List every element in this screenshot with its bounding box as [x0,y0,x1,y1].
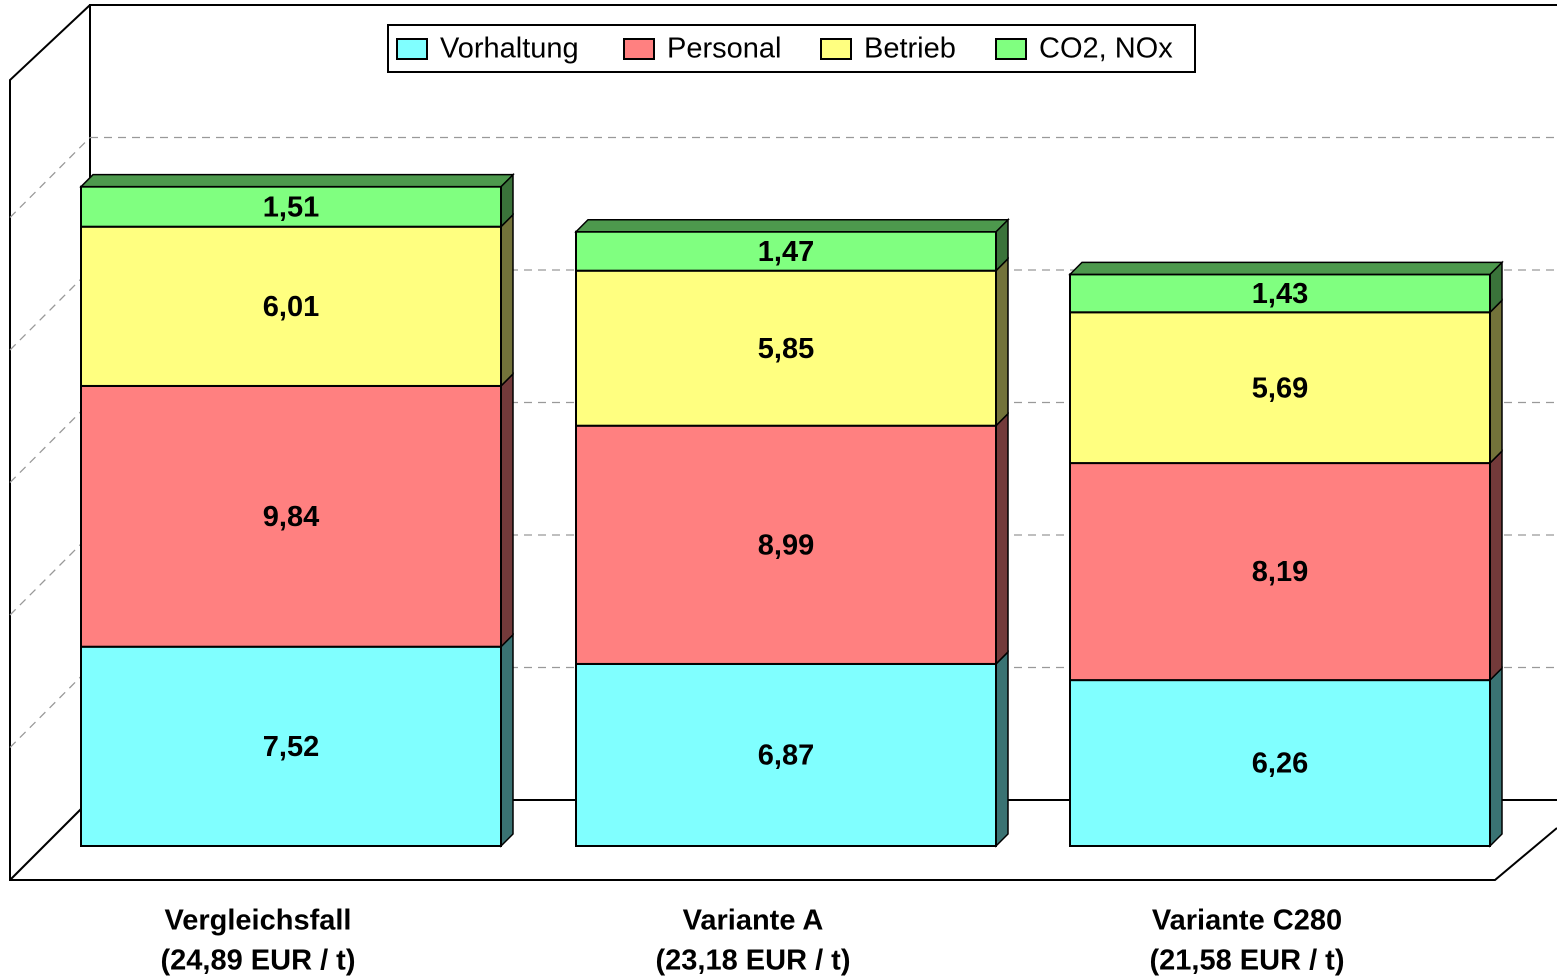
bar [80,185,502,228]
bar [1069,679,1491,847]
grid-line [9,402,91,483]
bar-side [995,256,1009,428]
grid-line [9,137,91,218]
bar [1069,273,1491,314]
data-label: 6,26 [1252,748,1308,780]
grid-line [9,269,91,351]
data-label: 5,69 [1252,372,1308,404]
bar [80,225,502,387]
bar [80,645,502,847]
bar-top [1068,261,1504,276]
x-tick-label: Vergleichsfall [165,905,352,937]
bar-side [500,632,514,848]
bar [575,662,997,847]
legend-swatch [396,38,428,60]
bar-side [1489,449,1503,682]
legend-swatch [995,38,1027,60]
data-label: 7,52 [263,731,319,763]
data-label: 8,99 [758,529,814,561]
bar [1069,311,1491,465]
bar [1069,462,1491,682]
legend-label: Betrieb [864,33,956,65]
legend-label: CO2, NOx [1039,33,1173,65]
data-label: 5,85 [758,333,814,365]
data-label: 6,01 [263,291,319,323]
x-tick-sublabel: (23,18 EUR / t) [656,945,851,977]
data-label: 1,43 [1252,278,1308,310]
bar-side [995,650,1009,848]
bar-side [995,411,1009,666]
grid-line [9,667,91,748]
data-label: 8,19 [1252,556,1308,588]
bar-side [500,372,514,649]
legend: Vorhaltung Personal Betrieb CO2, NOx [387,24,1196,73]
bar [80,384,502,648]
bar [575,424,997,665]
data-label: 6,87 [758,740,814,772]
bar-top [79,173,515,188]
data-label: 1,51 [263,191,319,223]
bar-side [1489,298,1503,465]
bar-side [500,212,514,388]
legend-label: Vorhaltung [440,33,579,65]
x-tick-sublabel: (21,58 EUR / t) [1150,945,1345,977]
bar [575,230,997,272]
bar [575,269,997,427]
data-label: 9,84 [263,501,319,533]
grid-line [9,534,91,616]
floor-edge [9,799,91,881]
x-tick-label: Variante C280 [1152,905,1342,937]
legend-box [387,24,1196,73]
data-label: 1,47 [758,236,814,268]
legend-label: Personal [667,33,781,65]
legend-swatch [623,38,655,60]
legend-swatch [820,38,852,60]
bar-side [1489,666,1503,848]
x-tick-sublabel: (24,89 EUR / t) [161,945,356,977]
bar-top [574,218,1010,233]
bars: 7,52 9,84 6,01 1,51 Vergleichsfall (24,89 EUR… [79,172,1504,977]
x-tick-label: Variante A [683,905,824,937]
